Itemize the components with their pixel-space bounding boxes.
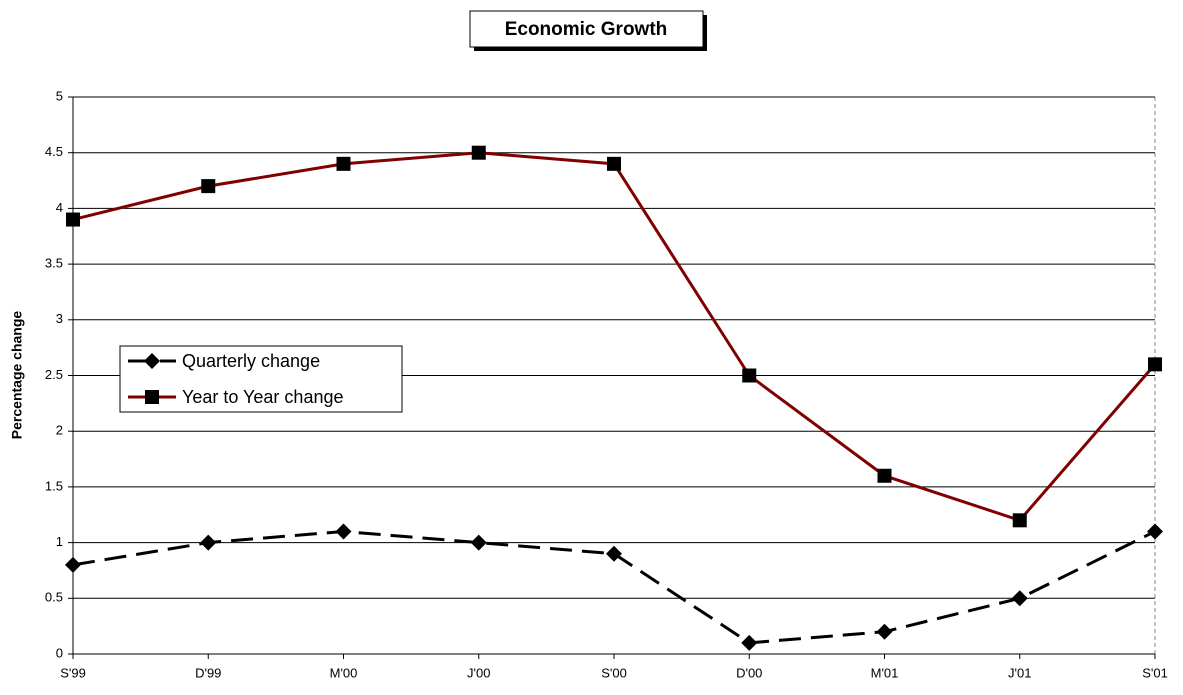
legend-label: Quarterly change bbox=[182, 351, 320, 371]
data-point bbox=[1011, 590, 1028, 607]
data-point bbox=[1147, 523, 1163, 540]
y-axis-label: Percentage change bbox=[9, 311, 25, 440]
data-point bbox=[606, 545, 622, 562]
y-tick-label: 5 bbox=[56, 88, 63, 103]
legend-label: Year to Year change bbox=[182, 387, 343, 407]
y-tick-label: 2 bbox=[56, 423, 63, 438]
x-tick-label: J'00 bbox=[467, 665, 490, 680]
y-tick-label: 0 bbox=[56, 645, 63, 660]
data-point bbox=[876, 623, 893, 640]
data-point bbox=[66, 212, 80, 227]
data-point bbox=[335, 523, 352, 540]
series-line bbox=[72, 151, 1157, 523]
data-point bbox=[336, 156, 351, 171]
legend-marker bbox=[144, 353, 160, 369]
data-point bbox=[200, 534, 217, 551]
legend-box bbox=[119, 345, 403, 413]
x-tick-label: S'99 bbox=[60, 665, 86, 680]
data-point bbox=[471, 145, 486, 160]
data-point bbox=[1148, 357, 1162, 372]
y-tick-label: 2.5 bbox=[45, 367, 63, 382]
data-point bbox=[65, 556, 81, 573]
x-tick-label: S'00 bbox=[601, 665, 627, 680]
y-tick-label: 1 bbox=[56, 534, 63, 549]
data-point bbox=[742, 368, 757, 383]
legend-marker bbox=[145, 390, 159, 404]
data-point bbox=[1012, 513, 1027, 528]
x-tick-label: D'00 bbox=[736, 665, 762, 680]
x-tick-label: D'99 bbox=[195, 665, 221, 680]
data-point bbox=[607, 156, 621, 171]
chart-title: Economic Growth bbox=[505, 19, 668, 40]
x-tick-label: M'00 bbox=[330, 665, 358, 680]
y-tick-label: 0.5 bbox=[45, 590, 63, 605]
data-point bbox=[201, 179, 216, 194]
y-tick-label: 4 bbox=[56, 200, 63, 215]
x-tick-label: S'01 bbox=[1142, 665, 1168, 680]
y-tick-label: 1.5 bbox=[45, 478, 63, 493]
title-box bbox=[469, 10, 704, 48]
data-point bbox=[470, 534, 487, 551]
x-tick-label: M'01 bbox=[871, 665, 899, 680]
y-tick-label: 4.5 bbox=[45, 144, 63, 159]
x-tick-label: J'01 bbox=[1008, 665, 1031, 680]
data-point bbox=[877, 468, 892, 483]
y-tick-label: 3.5 bbox=[45, 256, 63, 271]
data-point bbox=[741, 634, 758, 651]
y-tick-label: 3 bbox=[56, 311, 63, 326]
